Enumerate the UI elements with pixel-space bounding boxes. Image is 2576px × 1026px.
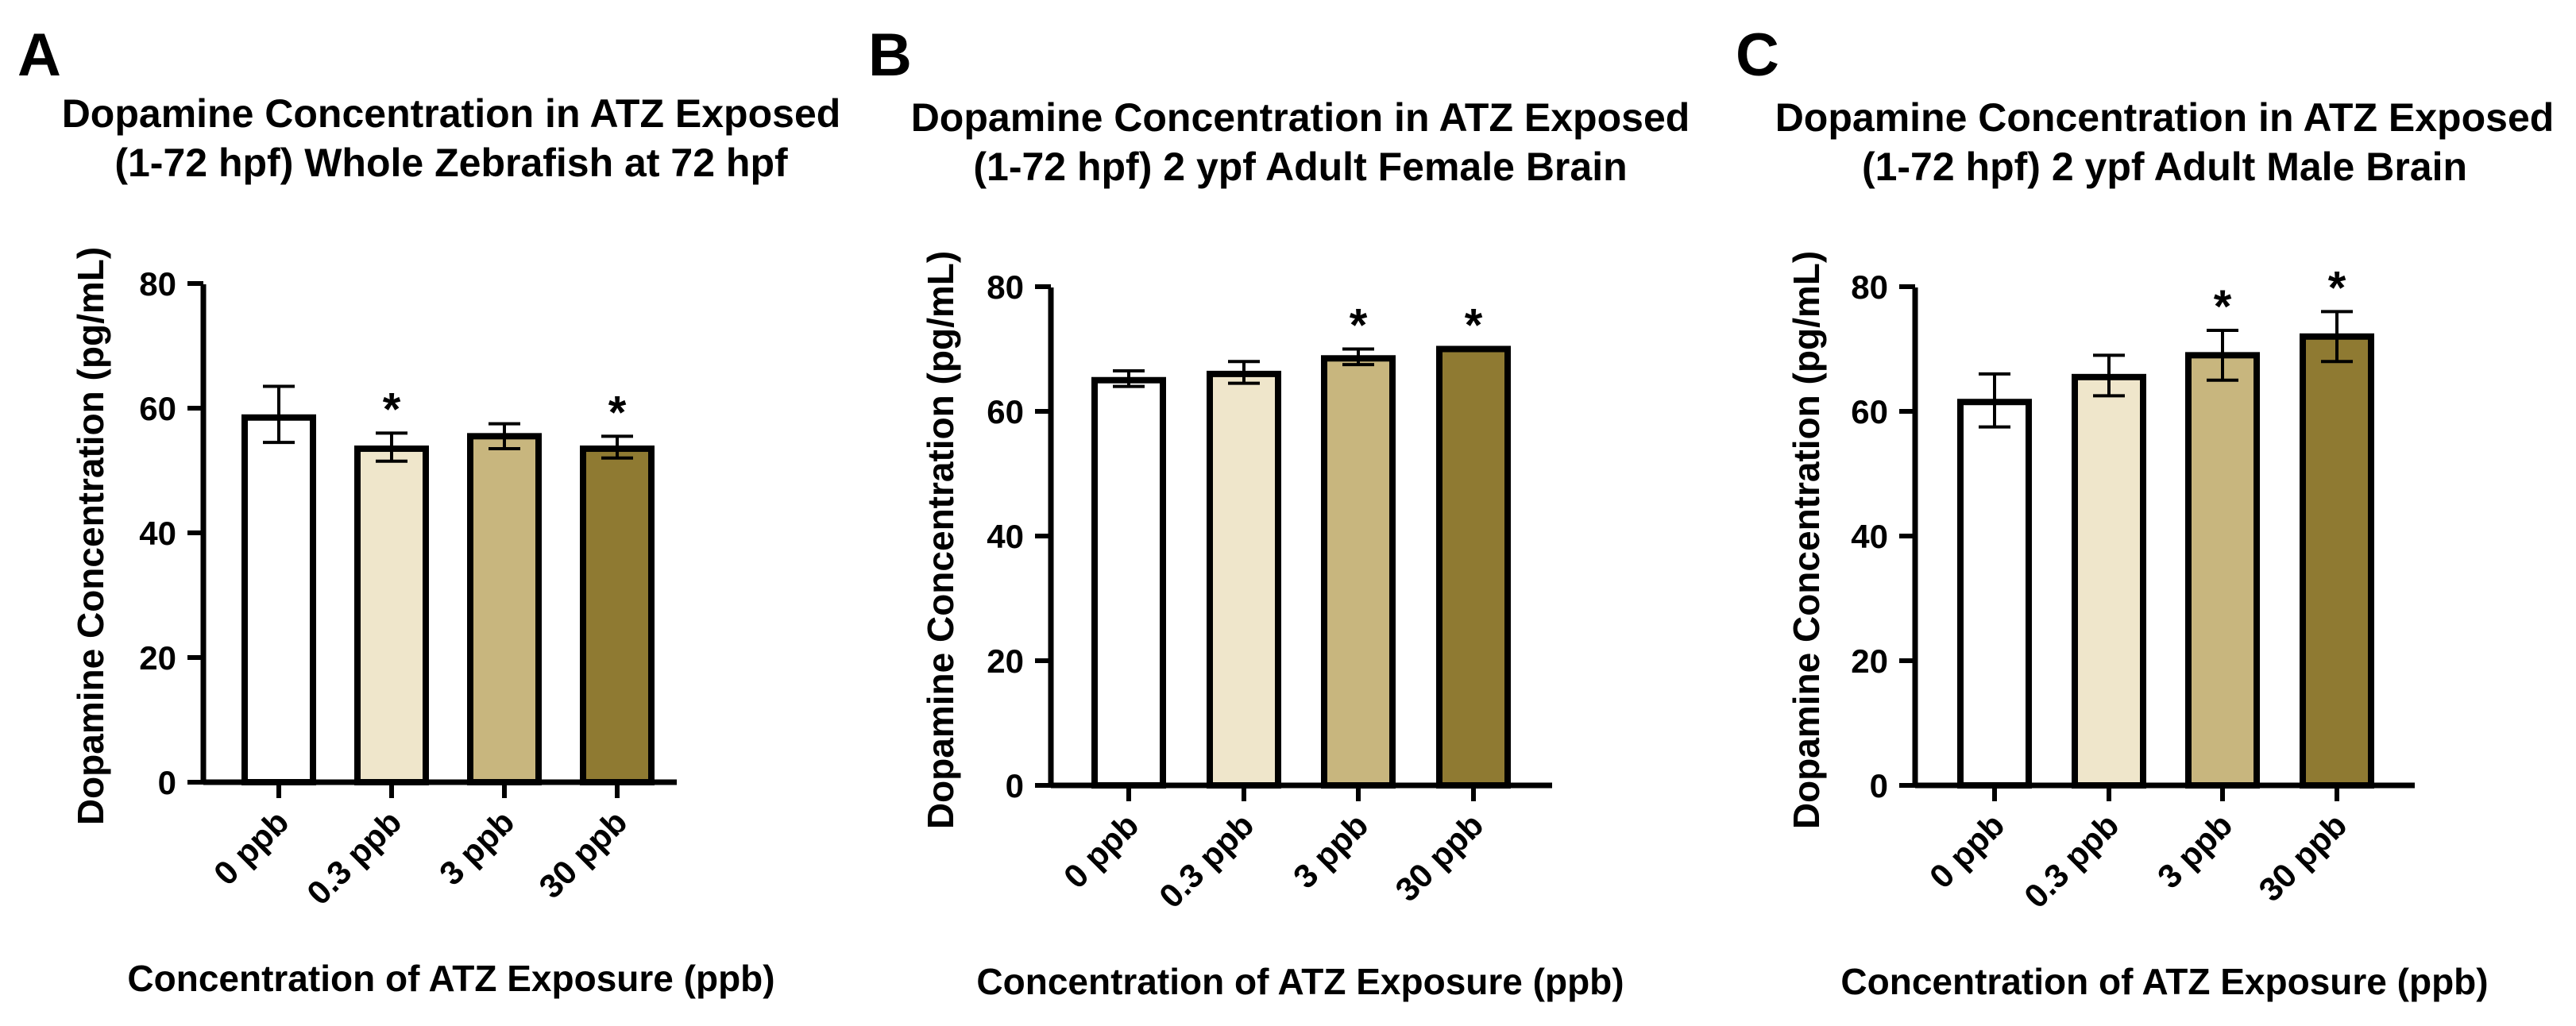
y-tick-label: 20 [987, 642, 1024, 680]
chart-title-line-2: (1-72 hpf) 2 ypf Adult Male Brain [1862, 145, 2467, 189]
y-tick-label: 40 [139, 515, 176, 552]
error-bar [2093, 353, 2125, 398]
bar-3-ppb [1321, 355, 1396, 789]
x-tick-label: 0.3 ppb [1152, 806, 1261, 915]
bar-30-ppb [2300, 333, 2374, 789]
error-bar [1342, 347, 1374, 367]
significance-marker: * [383, 384, 401, 435]
bar-0-ppb [1957, 399, 2032, 789]
significance-marker: * [2328, 262, 2346, 314]
significance-marker: * [2214, 281, 2232, 333]
y-tick-label: 80 [987, 268, 1024, 306]
error-bar [601, 434, 633, 460]
x-tick-label: 0 ppb [1056, 806, 1145, 895]
y-tick-label: 20 [139, 639, 176, 677]
x-tick-label: 30 ppb [1388, 806, 1490, 908]
y-tick-label: 40 [1851, 518, 1888, 555]
y-tick-label: 20 [1851, 642, 1888, 680]
chart-title-line-2: (1-72 hpf) Whole Zebrafish at 72 hpf [114, 141, 788, 185]
x-tick-label: 30 ppb [531, 803, 634, 905]
y-axis-label: Dopamine Concentration (pg/mL) [1786, 251, 1827, 829]
panel-label: B [868, 21, 912, 89]
x-axis-label: Concentration of ATZ Exposure (ppb) [976, 961, 1624, 1002]
error-bar [2207, 328, 2238, 382]
bar-0-ppb [1091, 376, 1166, 789]
y-tick-label: 40 [987, 518, 1024, 555]
y-axis-label: Dopamine Concentration (pg/mL) [920, 251, 961, 829]
panel-c: C Dopamine Concentration in ATZ Exposed … [1736, 21, 2554, 1002]
error-bar [2321, 310, 2353, 364]
bar-0-3-ppb [1207, 370, 1281, 789]
x-tick-label: 0 ppb [1922, 806, 2011, 895]
y-tick-label: 80 [139, 265, 176, 303]
chart-title-line-1: Dopamine Concentration in ATZ Exposed [1775, 95, 2555, 140]
y-tick-label: 0 [1870, 767, 1888, 804]
bar-0-ppb [241, 414, 316, 786]
chart-title-line-1: Dopamine Concentration in ATZ Exposed [911, 95, 1690, 140]
error-bar [1228, 360, 1260, 385]
x-tick-label: 3 ppb [2150, 806, 2239, 895]
error-bar [489, 422, 520, 451]
y-tick-label: 0 [158, 764, 176, 801]
x-tick-label: 3 ppb [432, 803, 521, 892]
y-axis-label: Dopamine Concentration (pg/mL) [70, 247, 111, 825]
chart-title-line-1: Dopamine Concentration in ATZ Exposed [62, 91, 841, 136]
x-tick-label: 0.3 ppb [299, 803, 408, 912]
error-bar [376, 431, 407, 463]
x-tick-label: 3 ppb [1286, 806, 1375, 895]
x-axis-label: Concentration of ATZ Exposure (ppb) [1840, 961, 2488, 1002]
significance-marker: * [1350, 300, 1368, 352]
significance-marker: * [608, 387, 627, 438]
bar-0-3-ppb [2072, 373, 2146, 789]
panel-b: B Dopamine Concentration in ATZ Exposed … [868, 21, 1690, 1002]
significance-marker: * [1465, 300, 1483, 352]
panel-label: A [17, 21, 61, 89]
bar-30-ppb [1436, 345, 1511, 789]
bar-30-ppb [580, 446, 655, 786]
panel-label: C [1736, 21, 1779, 89]
y-tick-label: 0 [1006, 767, 1024, 804]
x-tick-label: 0.3 ppb [2017, 806, 2126, 915]
panel-a: A Dopamine Concentration in ATZ Exposed … [17, 21, 840, 999]
x-tick-label: 30 ppb [2251, 806, 2354, 908]
bar-3-ppb [467, 433, 542, 785]
error-bar [1113, 368, 1145, 388]
bar-0-3-ppb [354, 446, 429, 786]
y-tick-label: 60 [139, 390, 176, 427]
x-tick-label: 0 ppb [207, 803, 295, 892]
y-tick-label: 80 [1851, 268, 1888, 306]
error-bar [1979, 372, 2010, 429]
chart-title-line-2: (1-72 hpf) 2 ypf Adult Female Brain [973, 145, 1627, 189]
y-tick-label: 60 [987, 393, 1024, 430]
x-axis-label: Concentration of ATZ Exposure (ppb) [127, 958, 774, 999]
y-tick-label: 60 [1851, 393, 1888, 430]
error-bar [263, 384, 295, 445]
bar-3-ppb [2185, 352, 2260, 789]
